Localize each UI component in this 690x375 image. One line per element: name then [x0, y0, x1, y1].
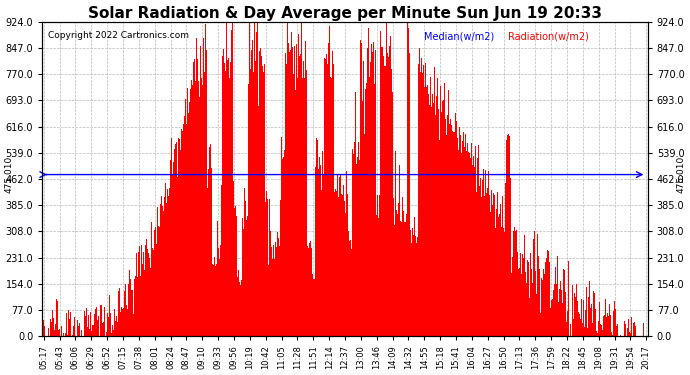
Title: Solar Radiation & Day Average per Minute Sun Jun 19 20:33: Solar Radiation & Day Average per Minute… [88, 6, 602, 21]
Text: 475.010: 475.010 [5, 156, 14, 193]
Text: 475.010: 475.010 [676, 156, 685, 193]
Text: Copyright 2022 Cartronics.com: Copyright 2022 Cartronics.com [48, 31, 189, 40]
Text: Median(w/m2): Median(w/m2) [424, 31, 494, 41]
Text: Radiation(w/m2): Radiation(w/m2) [509, 31, 589, 41]
